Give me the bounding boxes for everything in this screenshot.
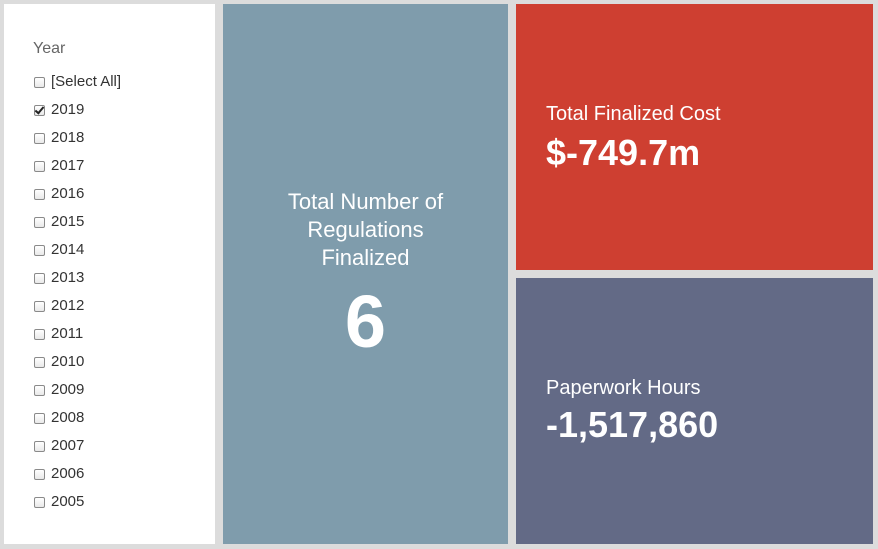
filter-item[interactable]: [Select All]: [34, 68, 121, 96]
filter-item-label: 2010: [51, 353, 85, 370]
filter-item[interactable]: 2005: [34, 488, 121, 516]
checkbox[interactable]: [34, 412, 45, 424]
filter-item-label: 2008: [51, 409, 85, 426]
filter-item[interactable]: 2009: [34, 376, 121, 404]
filter-item[interactable]: 2010: [34, 348, 121, 376]
finalized-cost-label: Total Finalized Cost: [546, 103, 721, 125]
filter-item[interactable]: 2019: [34, 96, 121, 124]
filter-item-label: 2011: [51, 325, 84, 342]
checkbox[interactable]: [34, 244, 45, 256]
paperwork-hours-label: Paperwork Hours: [546, 377, 701, 399]
filter-item-label: 2006: [51, 465, 85, 482]
checkbox[interactable]: [34, 300, 45, 312]
year-filter-list: [Select All] 2019 2018 2017 2016 2015 2014 2013…: [34, 68, 121, 516]
checkbox[interactable]: [34, 468, 45, 480]
regulations-finalized-label: Total Number of Regulations Finalized: [287, 189, 444, 270]
filter-item[interactable]: 2006: [34, 460, 121, 488]
filter-item[interactable]: 2018: [34, 124, 121, 152]
paperwork-hours-value: -1,517,860: [546, 404, 719, 445]
filter-item[interactable]: 2017: [34, 152, 121, 180]
filter-item-label: 2014: [51, 241, 85, 258]
filter-title: Year: [33, 40, 66, 57]
filter-item-label: 2007: [51, 437, 85, 454]
filter-item-label: 2009: [51, 381, 85, 398]
filter-item-label: 2017: [51, 157, 85, 174]
filter-item-label: 2018: [51, 129, 85, 146]
filter-item-label: [Select All]: [51, 73, 122, 90]
checkbox[interactable]: [34, 356, 45, 368]
filter-item[interactable]: 2015: [34, 208, 121, 236]
year-filter-panel: Year [Select All] 2019 2018 2017 2016 2015 201…: [4, 4, 215, 544]
checkbox[interactable]: [34, 188, 45, 200]
checkbox[interactable]: [34, 272, 45, 284]
filter-item[interactable]: 2011: [34, 320, 121, 348]
checkbox[interactable]: [34, 76, 45, 88]
finalized-cost-value: $-749.7m: [546, 132, 701, 173]
finalized-cost-tile: Total Finalized Cost $-749.7m: [516, 4, 873, 270]
filter-item-label: 2013: [51, 269, 85, 286]
filter-item-label: 2019: [51, 101, 85, 118]
checkbox[interactable]: [34, 132, 45, 144]
regulations-finalized-value: 6: [344, 280, 387, 363]
checkbox-checked[interactable]: [34, 104, 45, 116]
filter-item[interactable]: 2008: [34, 404, 121, 432]
paperwork-hours-tile: Paperwork Hours -1,517,860: [516, 278, 873, 544]
checkbox[interactable]: [34, 160, 45, 172]
filter-item-label: 2015: [51, 213, 85, 230]
filter-item[interactable]: 2016: [34, 180, 121, 208]
filter-item-label: 2016: [51, 185, 85, 202]
checkbox[interactable]: [34, 440, 45, 452]
checkbox[interactable]: [34, 496, 45, 508]
filter-item[interactable]: 2012: [34, 292, 121, 320]
filter-item[interactable]: 2013: [34, 264, 121, 292]
filter-item[interactable]: 2014: [34, 236, 121, 264]
checkbox[interactable]: [34, 384, 45, 396]
filter-item[interactable]: 2007: [34, 432, 121, 460]
filter-item-label: 2012: [51, 297, 85, 314]
regulations-finalized-tile: Total Number of Regulations Finalized 6: [223, 4, 508, 544]
checkbox[interactable]: [34, 328, 45, 340]
checkbox[interactable]: [34, 216, 45, 228]
filter-item-label: 2005: [51, 493, 85, 510]
